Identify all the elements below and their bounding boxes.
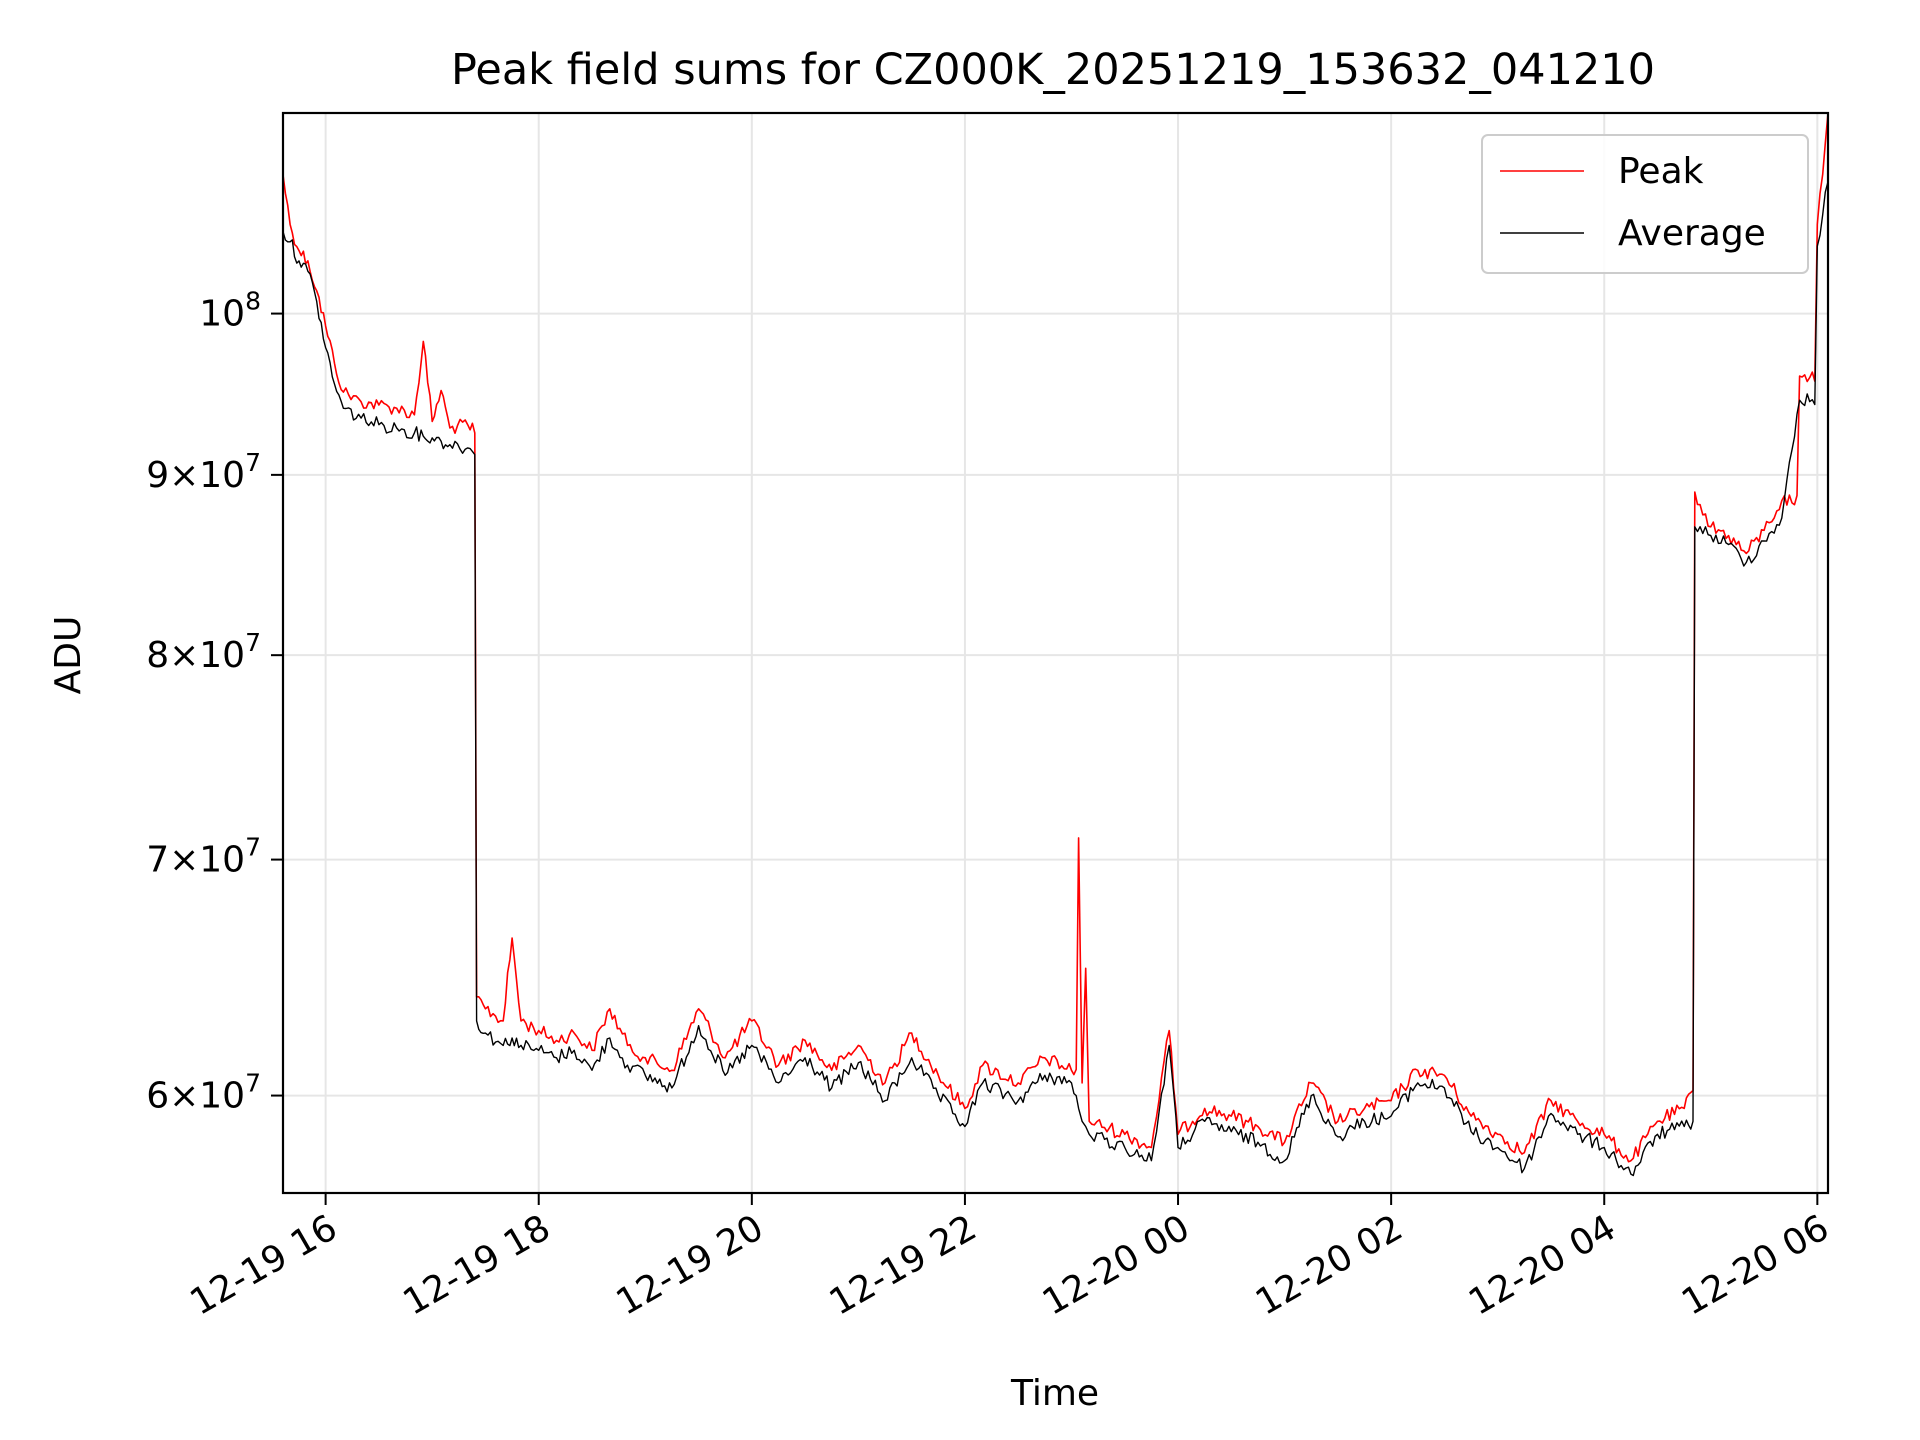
y-tick-label: 6×107 (146, 1069, 261, 1117)
chart-title: Peak field sums for CZ000K_20251219_1536… (451, 45, 1655, 95)
legend-label-average: Average (1618, 213, 1766, 254)
plot-frame (281, 111, 1830, 1195)
legend: Peak Average (1481, 134, 1809, 274)
legend-box (1481, 134, 1809, 274)
y-tick-label: 9×107 (146, 448, 261, 496)
x-axis-label: Time (1010, 1373, 1099, 1414)
series-line-peak (282, 112, 1829, 1163)
series-line-average (282, 181, 1829, 1177)
y-tick-label: 108 (199, 287, 261, 335)
y-tick-label: 8×107 (146, 628, 261, 676)
legend-label-peak: Peak (1618, 151, 1704, 192)
y-axis-label: ADU (48, 616, 89, 695)
y-axis: 6×107 7×107 8×107 9×107 108 (146, 287, 283, 1117)
y-tick-label: 7×107 (146, 833, 261, 881)
grid (283, 113, 1828, 1193)
series-layer (282, 112, 1829, 1177)
